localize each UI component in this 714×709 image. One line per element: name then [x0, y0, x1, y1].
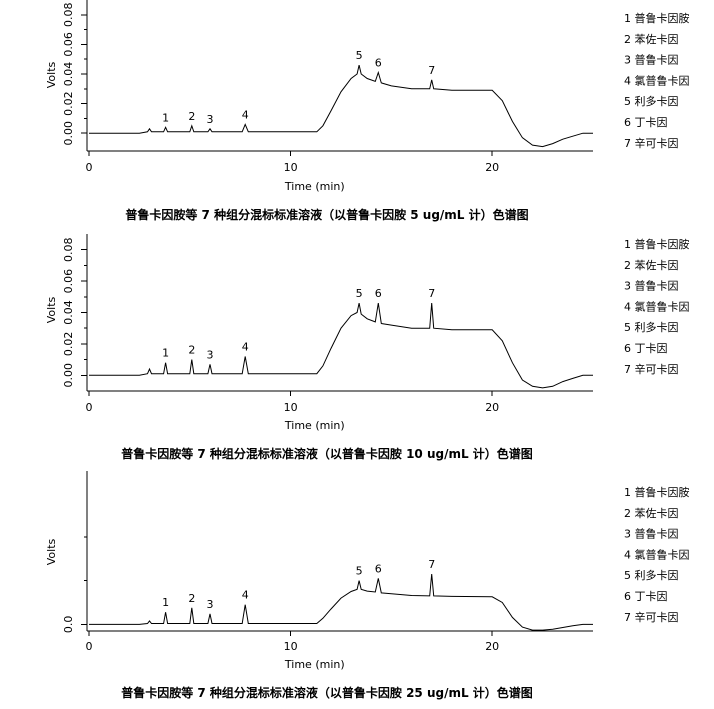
x-axis-title: Time (min) — [284, 419, 345, 432]
legend-entry: 6 丁卡因 — [624, 116, 668, 129]
peak-label: 4 — [242, 589, 249, 602]
x-axis-title: Time (min) — [284, 658, 345, 671]
peak-label: 1 — [162, 347, 169, 360]
legend-entry: 2 苯佐卡因 — [624, 32, 679, 46]
legend-entry: 5 利多卡因 — [624, 568, 679, 582]
y-axis-title: Volts — [45, 538, 58, 565]
peak-label: 7 — [428, 287, 435, 300]
peak-label: 2 — [188, 110, 195, 123]
peak-label: 3 — [206, 598, 213, 611]
peak-label: 6 — [375, 287, 382, 300]
x-tick-label: 20 — [485, 401, 499, 414]
legend-entry: 3 普鲁卡因 — [624, 527, 679, 541]
chromatogram-panel-2: 0 10 20 0.00 0.02 0.04 0.06 0.08 Volts Time (min)… — [45, 234, 690, 461]
x-tick-label: 0 — [86, 640, 93, 653]
y-tick-label: 0.06 — [62, 269, 75, 294]
x-tick-label: 20 — [485, 640, 499, 653]
legend-entry: 7 辛可卡因 — [624, 136, 679, 150]
legend-entry: 2 苯佐卡因 — [624, 258, 679, 272]
chart-caption: 普鲁卡因胺等 7 种组分混标标准溶液（以普鲁卡因胺 5 ug/mL 计）色谱图 — [125, 207, 528, 222]
y-tick-label: 0.04 — [62, 300, 75, 325]
chart-caption: 普鲁卡因胺等 7 种组分混标标准溶液（以普鲁卡因胺 10 ug/mL 计）色谱图 — [121, 446, 533, 461]
chromatogram-panel-3: 0 10 20 0.0 Volts Time (min) 1 2 3 4 5 6 7 1 普鲁卡因胺 2 苯… — [45, 471, 690, 700]
legend-entry: 5 利多卡因 — [624, 94, 679, 108]
y-tick-label: 0.08 — [62, 3, 75, 28]
legend-entry: 4 氯普鲁卡因 — [624, 73, 690, 87]
y-tick-label: 0.02 — [62, 91, 75, 116]
chromatogram-trace — [89, 302, 593, 389]
x-tick-label: 10 — [284, 401, 298, 414]
peak-label: 5 — [356, 49, 363, 62]
peak-label: 1 — [162, 596, 169, 609]
chromatogram-panel-1: 0 10 20 0.00 0.02 0.04 0.06 0.08 Volts Time (min)… — [45, 0, 690, 222]
legend-entry: 4 氯普鲁卡因 — [624, 299, 690, 313]
peak-label: 2 — [188, 592, 195, 605]
chart-caption: 普鲁卡因胺等 7 种组分混标标准溶液（以普鲁卡因胺 25 ug/mL 计）色谱图 — [121, 685, 533, 700]
y-tick-label: 0.08 — [62, 237, 75, 262]
legend-entry: 1 普鲁卡因胺 — [624, 237, 690, 251]
legend-entry: 6 丁卡因 — [624, 590, 668, 603]
legend-entry: 6 丁卡因 — [624, 342, 668, 355]
x-axis-title: Time (min) — [284, 180, 345, 193]
x-tick-label: 10 — [284, 640, 298, 653]
y-axis-title: Volts — [45, 296, 58, 323]
y-axis-title: Volts — [45, 61, 58, 88]
x-tick-label: 10 — [284, 161, 298, 174]
legend-entry: 2 苯佐卡因 — [624, 506, 679, 520]
legend-entry: 4 氯普鲁卡因 — [624, 547, 690, 561]
peak-label: 2 — [188, 344, 195, 357]
y-tick-label: 0.0 — [62, 616, 75, 634]
y-tick-label: 0.02 — [62, 332, 75, 357]
chromatogram-trace — [89, 64, 593, 148]
legend-entry: 7 辛可卡因 — [624, 362, 679, 376]
peak-label: 3 — [206, 348, 213, 361]
peak-label: 7 — [428, 558, 435, 571]
peak-label: 1 — [162, 111, 169, 124]
peak-label: 5 — [356, 565, 363, 578]
legend-entry: 3 普鲁卡因 — [624, 53, 679, 67]
peak-label: 4 — [242, 108, 249, 121]
legend-entry: 1 普鲁卡因胺 — [624, 11, 690, 25]
y-tick-label: 0.04 — [62, 62, 75, 87]
y-tick-label: 0.06 — [62, 32, 75, 57]
x-tick-label: 0 — [86, 161, 93, 174]
peak-label: 4 — [242, 340, 249, 353]
legend-entry: 1 普鲁卡因胺 — [624, 485, 690, 499]
peak-label: 7 — [428, 64, 435, 77]
y-tick-label: 0.00 — [62, 121, 75, 146]
x-tick-label: 20 — [485, 161, 499, 174]
legend-entry: 5 利多卡因 — [624, 320, 679, 334]
y-tick-label: 0.00 — [62, 363, 75, 388]
legend-entry: 3 普鲁卡因 — [624, 279, 679, 293]
x-tick-label: 0 — [86, 401, 93, 414]
legend-entry: 7 辛可卡因 — [624, 610, 679, 624]
peak-label: 5 — [356, 287, 363, 300]
peak-label: 6 — [375, 57, 382, 70]
peak-label: 6 — [375, 562, 382, 575]
peak-label: 3 — [206, 113, 213, 126]
chromatogram-trace — [89, 573, 593, 631]
